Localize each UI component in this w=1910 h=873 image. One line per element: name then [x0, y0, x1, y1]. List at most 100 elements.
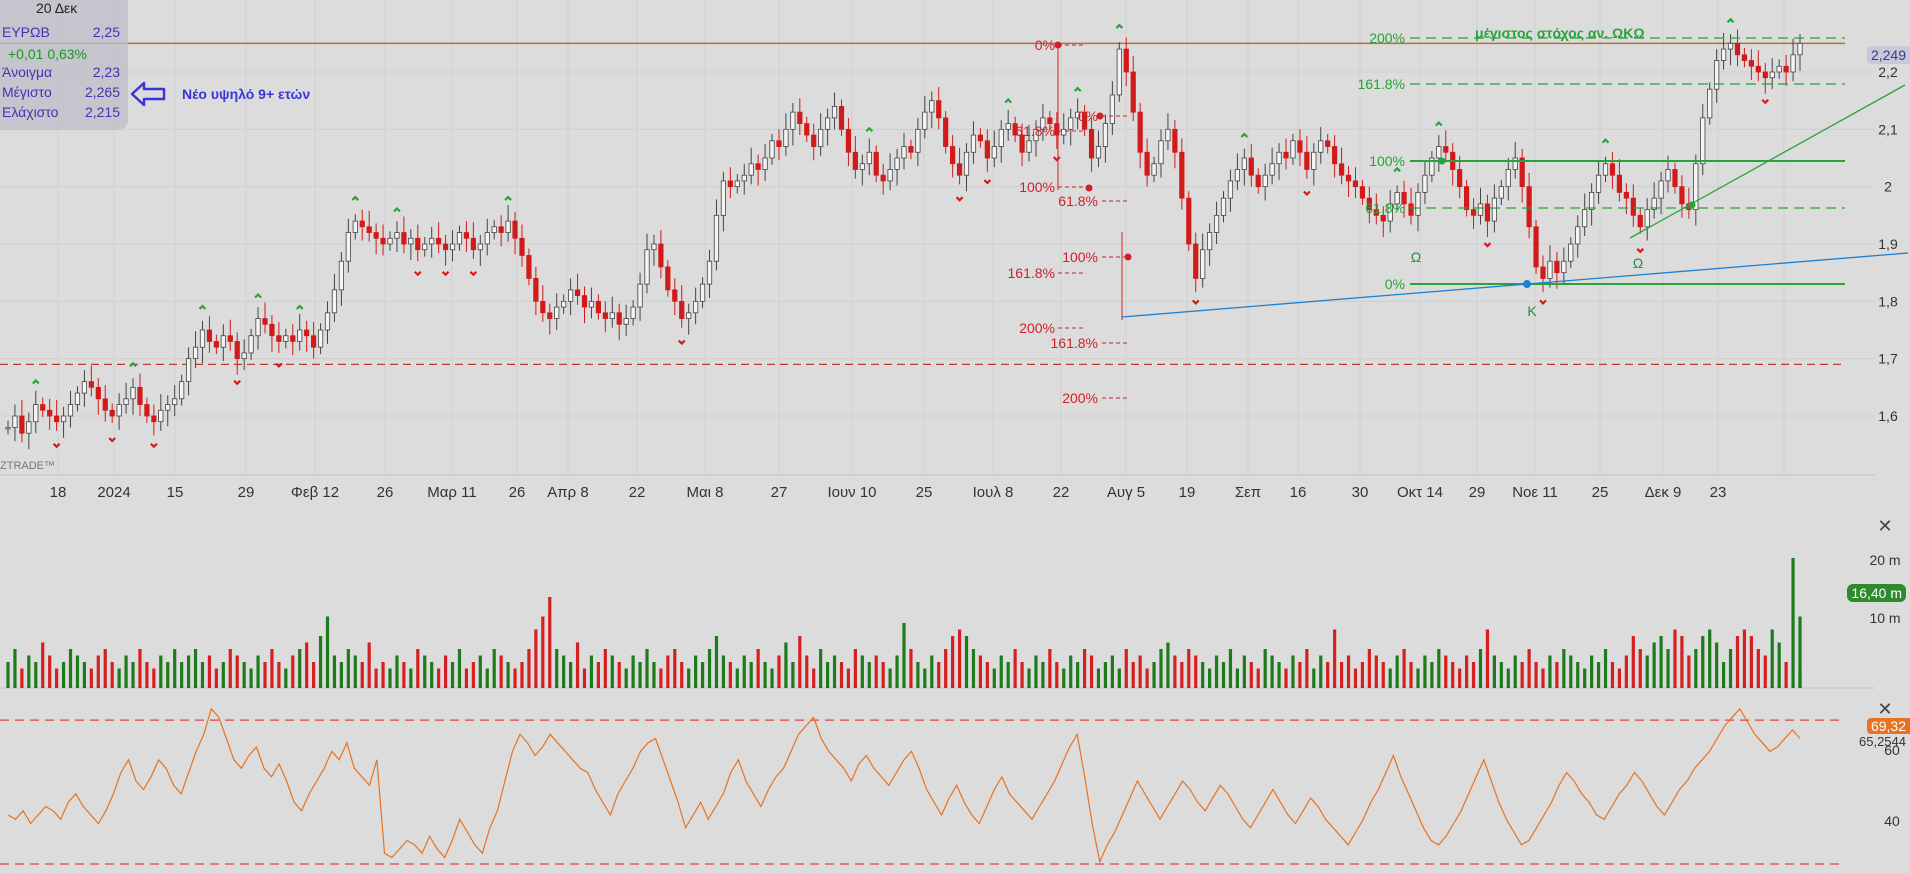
candle-body	[693, 300, 699, 314]
candle-body	[991, 146, 997, 159]
volume-bar	[562, 655, 566, 688]
candle-body	[1714, 60, 1720, 90]
candle-body	[1630, 197, 1636, 216]
candle-body	[1477, 203, 1484, 216]
candle-body	[1151, 163, 1157, 176]
candle-body	[720, 180, 727, 216]
volume-bar	[1277, 662, 1281, 688]
x-tick-label: 29	[1469, 484, 1486, 501]
candle-body	[561, 300, 567, 308]
volume-bar	[270, 649, 274, 688]
volume-bar	[749, 662, 753, 688]
candle-body	[1769, 71, 1775, 79]
fib-label: 200%	[1019, 320, 1055, 336]
volume-bar	[694, 655, 698, 688]
candle-body	[12, 415, 18, 428]
candle-body	[1554, 260, 1560, 274]
candle-body	[908, 146, 914, 153]
volume-bar	[471, 662, 475, 688]
candle-body	[755, 163, 761, 170]
volume-bar	[1214, 655, 1219, 688]
volume-bar	[541, 616, 545, 688]
volume-bar	[284, 668, 288, 688]
candle-body	[922, 111, 928, 130]
candle-body	[1075, 111, 1081, 119]
candle-body	[1102, 123, 1109, 147]
candle-body	[1248, 157, 1254, 176]
volume-bar	[1159, 649, 1163, 688]
candle-body	[623, 318, 629, 325]
watermark: ZTRADE™	[0, 460, 55, 472]
volume-bar	[1721, 662, 1726, 688]
fib-anchor-dot	[1124, 253, 1132, 261]
x-tick-label: 25	[916, 484, 933, 501]
candle-body	[33, 404, 39, 423]
volume-bar	[506, 662, 510, 688]
volume-bar	[1478, 649, 1483, 688]
volume-bar	[82, 662, 87, 688]
candle-body	[1561, 260, 1567, 274]
volume-bar	[666, 655, 670, 688]
candle-body	[373, 232, 379, 239]
volume-bar	[1006, 662, 1010, 688]
fib-anchor-dot	[1085, 184, 1093, 192]
pattern-mark-shoulder: Ω	[1633, 255, 1643, 271]
volume-bar	[1145, 668, 1149, 688]
candle-body	[574, 289, 581, 297]
volume-bar	[937, 662, 941, 688]
candle-body	[887, 169, 893, 182]
volume-bar	[1298, 662, 1302, 688]
close-rsi-pane-icon[interactable]: ✕	[1877, 699, 1893, 719]
candle-body	[1255, 174, 1261, 188]
candle-body	[998, 128, 1004, 147]
volume-bar	[409, 668, 413, 688]
volume-bar	[193, 649, 198, 688]
candle-body	[1644, 209, 1650, 228]
volume-bar	[902, 623, 906, 688]
candle-body	[1373, 209, 1379, 216]
candle-body	[1137, 111, 1143, 153]
volume-bar	[895, 655, 899, 688]
volume-bar	[464, 668, 469, 688]
volume-bar	[721, 655, 726, 688]
x-tick-label: 19	[1179, 484, 1196, 501]
fib-target-label: μέγιστος στόχος αν. ΩΚΩ	[1475, 25, 1645, 41]
volume-bar	[402, 662, 406, 688]
volume-bar	[1492, 655, 1496, 688]
volume-bar	[430, 662, 434, 688]
candle-body	[915, 128, 921, 153]
volume-bar	[659, 668, 663, 688]
candle-body	[387, 237, 393, 245]
candle-body	[672, 289, 678, 302]
volume-bar	[1388, 668, 1392, 688]
candle-body	[727, 180, 733, 188]
volume-bar	[388, 668, 392, 688]
swing-low-marker-icon	[150, 442, 158, 449]
candle-body	[241, 352, 247, 360]
candle-body	[394, 232, 400, 239]
rsi-series	[0, 707, 1845, 865]
candle-body	[811, 134, 817, 147]
candle-body	[1061, 128, 1067, 136]
candle-body	[19, 415, 25, 434]
candle-body	[873, 151, 879, 176]
volume-bar	[485, 668, 489, 688]
candle-body	[1720, 48, 1727, 61]
close-volume-pane-icon[interactable]: ✕	[1877, 516, 1893, 536]
volume-bar	[1520, 662, 1524, 688]
volume-bar	[1256, 668, 1260, 688]
volume-bar	[1013, 649, 1017, 688]
fib-label: 161.8%	[1051, 335, 1098, 351]
candle-body	[311, 335, 317, 348]
candle-body	[1505, 169, 1511, 188]
candle-body	[1359, 186, 1366, 199]
swing-low-marker-icon	[1053, 156, 1061, 162]
candle-body	[290, 335, 296, 342]
candle-body	[366, 226, 372, 233]
volume-bar	[1201, 662, 1205, 688]
volume-bar	[437, 668, 441, 688]
volume-bar	[416, 649, 420, 688]
volume-bar	[298, 649, 302, 688]
volume-bar	[1430, 662, 1434, 688]
candle-body	[1088, 128, 1095, 159]
